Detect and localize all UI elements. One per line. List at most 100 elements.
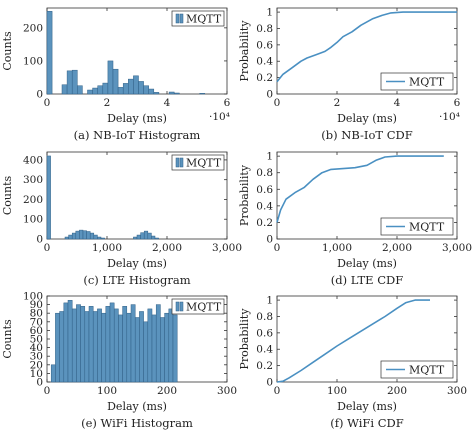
histogram-bar — [140, 232, 145, 240]
x-tick-label: 2 — [104, 97, 111, 109]
histogram-bar — [80, 306, 86, 383]
histogram-bar — [86, 231, 91, 240]
histogram-bar — [155, 304, 161, 383]
histogram-bar — [128, 78, 134, 95]
histogram-bar — [55, 312, 60, 383]
legend: MQTT — [171, 10, 225, 27]
y-tick-label: 0.4 — [256, 344, 273, 356]
y-tick-label: 0 — [36, 89, 43, 101]
histogram-bar — [87, 89, 93, 95]
panel-caption: (c) LTE Histogram — [83, 273, 190, 287]
cdf-line — [276, 11, 457, 83]
histogram-bar — [154, 237, 159, 240]
histogram-bar — [76, 304, 81, 383]
y-tick-label: 0 — [266, 377, 273, 389]
histogram-bar — [118, 314, 123, 383]
y-tick-label: 0.8 — [256, 167, 273, 179]
legend: MQTT — [171, 298, 225, 315]
panel-f: 0 100 200 300 0 0.2 0.4 0.6 0.8 1 Delay (ms) Probab… — [238, 295, 467, 430]
y-axis-label: Probability — [238, 164, 251, 226]
y-tick-label: 0.4 — [256, 200, 273, 212]
histogram-bar — [84, 311, 90, 383]
cdf-line — [276, 155, 444, 223]
y-tick-label: 1 — [266, 7, 273, 19]
legend: MQTT — [171, 154, 225, 171]
histogram-bar — [46, 11, 53, 95]
x-tick-label: 0 — [274, 385, 281, 397]
y-tick-label: 0.6 — [256, 39, 273, 51]
histogram-bar — [79, 229, 84, 240]
histogram-bar — [172, 314, 178, 383]
x-axis-label: Delay (ms) — [107, 112, 167, 125]
histogram-bar — [97, 85, 104, 95]
legend-box — [380, 217, 454, 236]
legend-label: MQTT — [409, 76, 445, 89]
y-tick-label: 1 — [266, 151, 273, 163]
y-tick-label: 0.8 — [256, 23, 273, 35]
histogram-bar — [153, 92, 160, 95]
histogram-bar — [143, 230, 149, 240]
y-tick-label: 200 — [23, 194, 43, 206]
histogram-bar — [112, 68, 119, 95]
x-tick-label: 6 — [224, 97, 231, 109]
histogram-bar — [107, 60, 114, 95]
histogram-bar — [71, 308, 77, 383]
x-tick-label: 3,000 — [212, 242, 242, 254]
legend: MQTT — [380, 360, 454, 379]
histogram-bar — [97, 236, 102, 240]
plot-frame — [276, 151, 458, 240]
x-tick-label: 3,000 — [442, 242, 472, 254]
x-exponent-label: ·10⁴ — [209, 111, 230, 123]
legend-swatch — [175, 157, 180, 168]
histogram-bar — [173, 92, 180, 95]
legend-box — [380, 72, 454, 91]
histogram-bar — [68, 234, 73, 240]
histogram-bar — [133, 236, 138, 240]
y-tick-label: 200 — [23, 22, 43, 34]
histogram-bar — [136, 234, 141, 240]
x-tick-label: 300 — [447, 385, 467, 397]
y-tick-label: 0 — [36, 234, 43, 246]
histogram-bar — [160, 317, 165, 383]
panel-caption: (a) NB-IoT Histogram — [74, 128, 201, 142]
histogram-bar — [71, 232, 77, 240]
x-tick-label: 100 — [327, 385, 347, 397]
histogram-bar — [77, 85, 83, 95]
histogram-bar — [133, 75, 139, 95]
y-tick-label: 0 — [266, 234, 273, 246]
panel-caption: (d) LTE CDF — [331, 273, 403, 287]
histogram-bar — [134, 317, 140, 383]
y-axis-label: Counts — [1, 31, 14, 71]
y-tick-label: 0.8 — [256, 311, 273, 323]
histogram-bar — [50, 364, 56, 383]
histogram-bar — [117, 87, 124, 95]
x-tick-label: 0 — [274, 242, 281, 254]
legend-swatch — [175, 13, 180, 24]
y-tick-label: 0.2 — [256, 72, 273, 84]
x-tick-label: 1,000 — [322, 242, 352, 254]
histogram-bar — [199, 93, 206, 95]
x-tick-label: 0 — [44, 385, 51, 397]
histogram-bar — [92, 311, 98, 383]
histogram-bar — [67, 300, 73, 383]
histogram-bar — [109, 302, 115, 383]
legend-swatch — [175, 301, 180, 312]
histogram-bar — [89, 232, 95, 240]
y-axis-label: Counts — [1, 319, 14, 359]
histogram-bar — [75, 230, 80, 240]
histogram-bar — [151, 235, 156, 240]
y-tick-label: 0.6 — [256, 327, 273, 339]
panel-caption: (f) WiFi CDF — [330, 416, 404, 430]
x-axis-label: Delay (ms) — [107, 257, 167, 270]
x-tick-label: 4 — [164, 97, 171, 109]
legend-swatch — [179, 301, 184, 312]
y-tick-label: 20 — [30, 359, 43, 371]
y-axis-label: Probability — [238, 308, 251, 370]
histogram-bar — [66, 70, 73, 95]
panel-c: 0 1,000 2,000 3,000 0 100 200 300 400 Delay (ms) C… — [1, 151, 242, 287]
panel-b: 0 2 4 6 0 0.2 0.4 0.6 0.8 1 ·10⁴ Delay (ms) Probabil… — [238, 7, 461, 142]
y-tick-label: 1 — [266, 295, 273, 307]
histogram-bar — [168, 308, 174, 383]
histogram-bar — [100, 237, 105, 240]
histogram-bar — [151, 314, 157, 383]
